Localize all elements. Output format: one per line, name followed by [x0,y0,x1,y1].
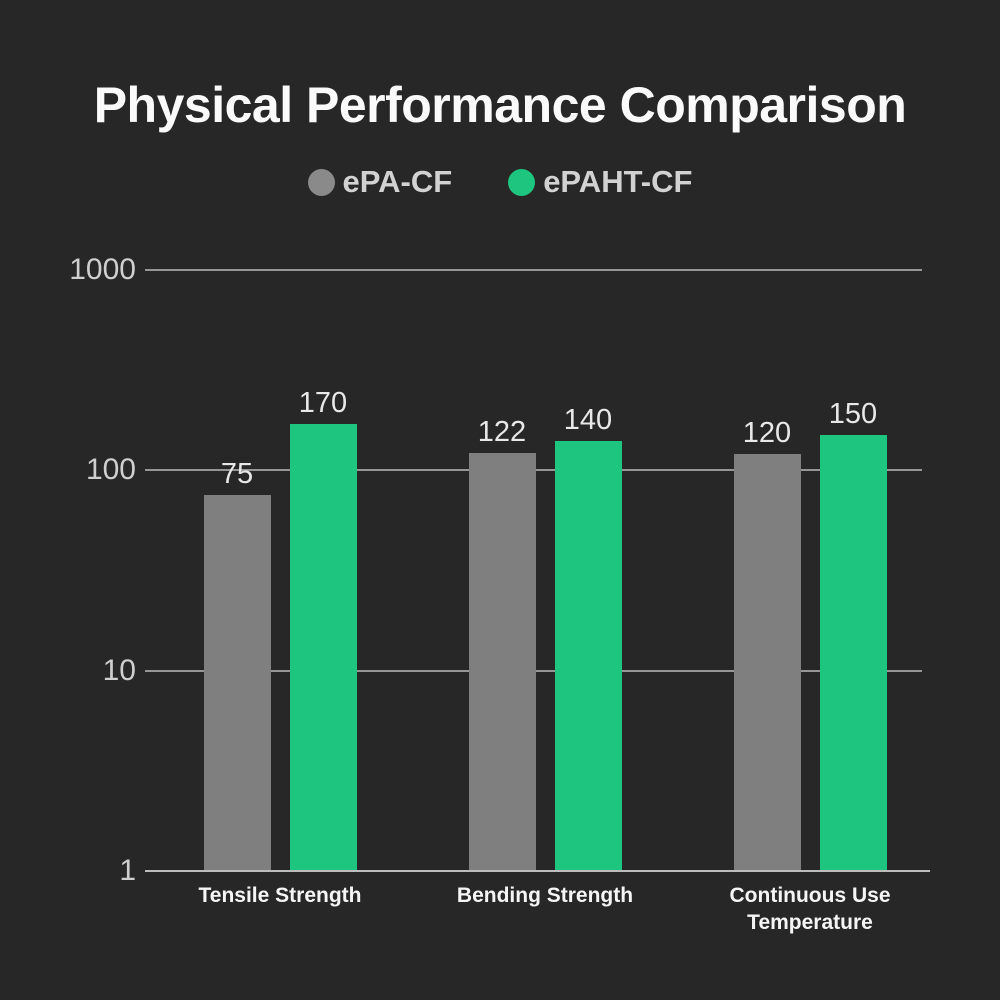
y-tick-label-1: 1 [119,854,136,887]
bar-ePAHT-CF-Tensile Strength [289,424,357,871]
y-tick-label-1000: 1000 [69,253,136,286]
bar-ePA-CF-Continuous Use Temperature [733,454,801,871]
legend-dot-epa-cf [307,168,335,196]
value-label-ePAHT-CF-Continuous Use Temperature: 150 [828,398,878,431]
value-label-ePA-CF-Tensile Strength: 75 [220,458,254,491]
bar-ePAHT-CF-Continuous Use Temperature [819,435,887,871]
category-label-2: Continuous Use Temperature [729,884,891,934]
x-axis-baseline [145,870,930,872]
legend-item-epa-cf: ePA-CF [307,164,453,200]
legend-label-epa-cf: ePA-CF [342,164,453,199]
legend-dot-epaht-cf [508,168,536,196]
y-tick-label-100: 100 [85,453,136,487]
gridline-1000 [145,269,922,271]
category-label-0: Tensile Strength [198,884,362,907]
bar-ePA-CF-Bending Strength [468,453,536,871]
bar-ePA-CF-Tensile Strength [203,495,271,871]
bar-ePAHT-CF-Bending Strength [554,441,622,871]
legend-item-epaht-cf: ePAHT-CF [508,164,692,200]
value-label-ePA-CF-Continuous Use Temperature: 120 [742,417,792,450]
value-label-ePAHT-CF-Bending Strength: 140 [563,404,613,437]
category-label-1: Bending Strength [456,884,634,907]
chart-title: Physical Performance Comparison [93,77,907,133]
value-label-ePA-CF-Bending Strength: 122 [477,416,527,449]
legend-label-epaht-cf: ePAHT-CF [543,164,693,199]
value-label-ePAHT-CF-Tensile Strength: 170 [298,387,348,420]
legend: ePA-CF ePAHT-CF [0,164,1000,200]
y-tick-label-10: 10 [102,653,136,687]
